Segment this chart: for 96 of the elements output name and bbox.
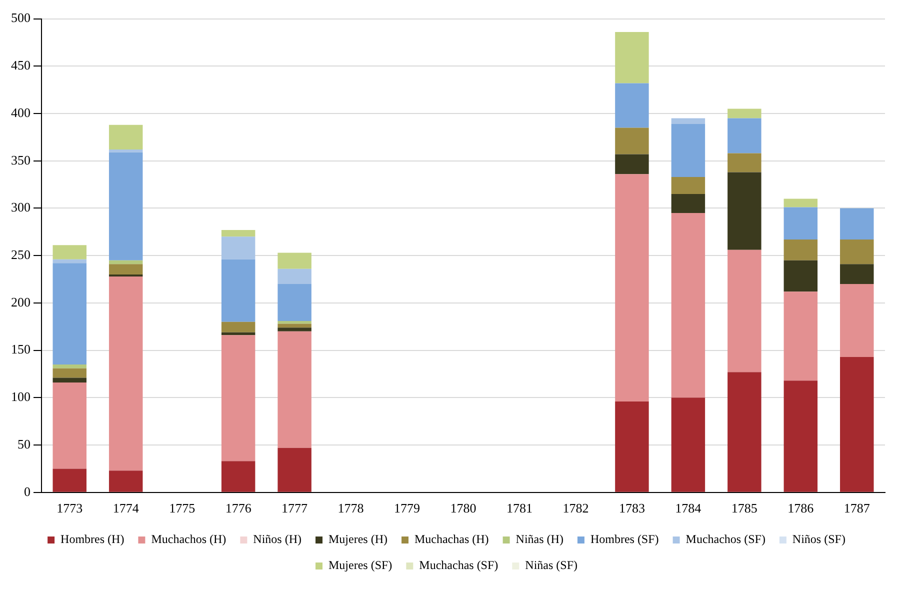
bar: [108, 276, 143, 471]
legend-label: Niños (SF): [792, 532, 846, 546]
bar: [221, 230, 256, 237]
bar: [52, 259, 86, 264]
bar: [671, 398, 706, 492]
legend-label: Niñas (SF): [525, 558, 578, 572]
bar: [221, 236, 256, 260]
bar: [615, 401, 649, 492]
y-tick-label: 350: [11, 152, 30, 168]
bar: [615, 154, 649, 174]
bar: [615, 174, 649, 402]
bar: [108, 150, 143, 152]
bar: [840, 284, 874, 357]
x-tick-label: 1786: [788, 500, 814, 516]
y-tick-label: 250: [11, 247, 30, 262]
bar: [278, 284, 312, 321]
x-tick-label: 1781: [506, 500, 532, 516]
y-tick-label: 300: [11, 200, 30, 215]
bar: [52, 378, 86, 383]
bar: [671, 118, 706, 124]
bar: [840, 208, 874, 240]
bar: [728, 250, 762, 372]
bar: [52, 468, 86, 492]
bar: [278, 331, 312, 448]
bar: [108, 124, 143, 150]
legend-label: Niños (H): [253, 532, 302, 546]
x-tick-label: 1780: [450, 500, 476, 516]
bar: [728, 372, 762, 492]
y-tick-label: 450: [11, 58, 30, 73]
bar: [108, 470, 143, 492]
bar: [728, 153, 762, 172]
x-tick-label: 1783: [618, 500, 645, 516]
bar: [278, 324, 312, 328]
y-tick-label: 100: [11, 389, 30, 404]
x-tick-label: 1775: [169, 500, 196, 516]
x-tick-label: 1774: [112, 500, 140, 516]
bar: [784, 207, 818, 240]
bar: [784, 260, 818, 292]
legend-label: Muchachas (SF): [419, 558, 498, 572]
y-tick-label: 200: [11, 294, 30, 310]
bar: [728, 118, 762, 154]
bar: [784, 240, 818, 260]
bar: [671, 212, 706, 398]
bar: [840, 240, 874, 264]
bar: [278, 320, 312, 324]
bar: [784, 198, 818, 208]
y-tick-label: 0: [24, 484, 30, 499]
bar: [221, 461, 256, 492]
y-tick-label: 150: [11, 342, 30, 357]
bar: [52, 263, 86, 365]
legend-label: Mujeres (H): [328, 532, 388, 546]
legend-label: Hombres (SF): [590, 532, 659, 546]
bar: [671, 194, 706, 213]
x-tick-label: 1777: [282, 500, 308, 516]
x-tick-label: 1773: [56, 500, 83, 516]
x-tick-label: 1787: [844, 500, 870, 516]
bar: [52, 382, 86, 469]
bar: [52, 364, 86, 368]
bar: [278, 328, 312, 332]
legend-label: Niñas (H): [516, 532, 564, 546]
bar: [840, 356, 874, 492]
legend-label: Muchachos (SF): [686, 532, 766, 546]
legend-label: Muchachas (H): [414, 532, 489, 546]
y-tick-label: 500: [11, 10, 30, 26]
bar: [278, 448, 312, 492]
bar: [615, 128, 649, 154]
bar: [108, 152, 143, 260]
legend-label: Hombres (H): [60, 532, 124, 546]
bar: [784, 292, 818, 381]
bar: [840, 264, 874, 284]
bar: [108, 264, 143, 275]
bar: [615, 83, 649, 128]
bar: [52, 245, 86, 260]
bar: [615, 32, 649, 84]
bar: [278, 252, 312, 269]
bar: [671, 124, 706, 177]
bar: [278, 268, 312, 284]
bar: [221, 322, 256, 332]
x-tick-label: 1785: [731, 500, 758, 516]
bar: [728, 108, 762, 118]
bar: [108, 260, 143, 264]
legend-label: Muchachos (H): [151, 532, 226, 546]
bar: [221, 335, 256, 462]
bar: [221, 259, 256, 322]
legend-label: Mujeres (SF): [328, 558, 392, 572]
x-tick-label: 1782: [562, 500, 589, 516]
x-tick-label: 1776: [225, 500, 252, 516]
bar: [784, 380, 818, 492]
bar: [728, 172, 762, 250]
x-tick-label: 1778: [338, 500, 364, 516]
x-tick-label: 1784: [675, 500, 702, 516]
y-tick-label: 50: [18, 436, 30, 452]
bar: [671, 176, 706, 194]
x-tick-label: 1779: [394, 500, 420, 516]
bar: [52, 368, 86, 378]
y-tick-label: 400: [11, 104, 30, 120]
